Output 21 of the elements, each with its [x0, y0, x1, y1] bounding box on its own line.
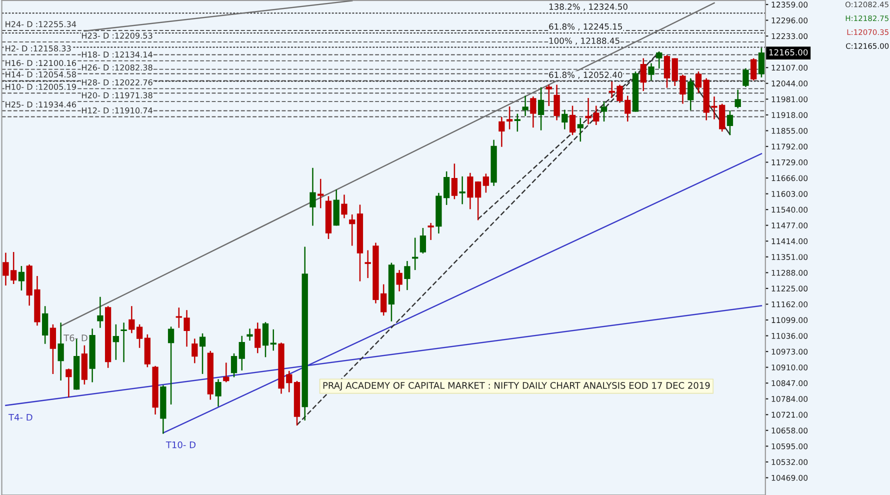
- series-label: T6- D: [64, 334, 88, 342]
- ref-line-label: H25- D :11934.46: [6, 101, 76, 108]
- ref-line-label: H24- D :12255.34: [6, 21, 76, 28]
- annotation: PRAJ ACADEMY OF CAPITAL MARKET : NIFTY DAILY CHART ANALYSIS EOD 17 DEC 2019: [323, 382, 710, 391]
- ref-line-label: H2- D :12158.33: [6, 45, 71, 52]
- ref-line-label: H20- D :11971.38: [82, 92, 152, 98]
- ref-line-label: H12- D :11910.74: [82, 107, 152, 114]
- text: 12165.00: [769, 49, 808, 56]
- ref-line-label: H28- D :12022.76: [82, 79, 152, 86]
- series-label: T10- D: [166, 441, 196, 448]
- ref-line-label: 138.2% , 12324.50: [549, 4, 628, 11]
- ref-line-label: 100% , 12188.45: [549, 38, 620, 45]
- ref-line-label: H23- D :12209.53: [82, 32, 152, 39]
- ref-line-label: H26- D :12082.38: [82, 64, 152, 71]
- series-label: T4- D: [8, 414, 32, 421]
- ref-line-label: 61.8% , 12245.15: [549, 23, 622, 31]
- ref-line-label: H18- D :12134.14: [82, 51, 152, 58]
- ref-line-label: H14- D :12054.58: [6, 71, 76, 78]
- ref-line-label: 61.8% , 12052.40: [549, 72, 622, 79]
- ref-line-label: H16- D :12100.16: [6, 60, 76, 66]
- ref-line-label: H10- D :12005.19: [6, 84, 76, 90]
